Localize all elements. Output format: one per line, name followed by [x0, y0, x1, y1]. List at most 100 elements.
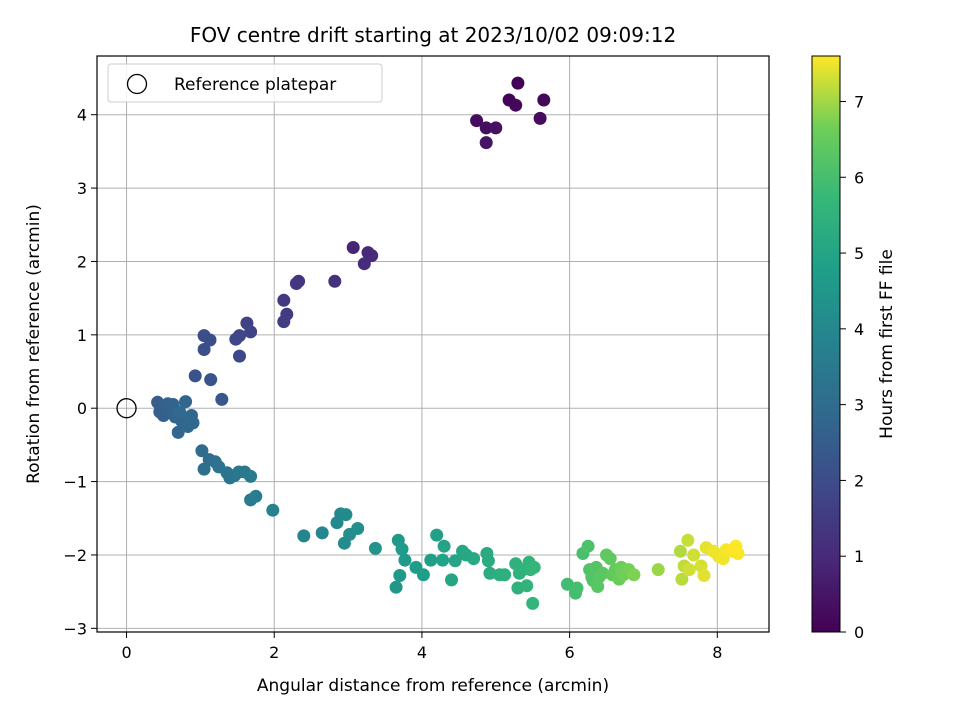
x-tick-label: 8	[712, 643, 722, 662]
data-point	[697, 569, 711, 582]
data-point	[520, 579, 534, 593]
colorbar-tick-label: 5	[854, 244, 864, 263]
legend-entry-reference: Reference platepar	[174, 75, 336, 95]
data-point	[186, 416, 200, 430]
data-point	[297, 529, 311, 543]
data-point	[498, 568, 512, 582]
data-point	[277, 293, 291, 307]
data-point	[675, 572, 689, 586]
y-axis-label: Rotation from reference (arcmin)	[24, 204, 44, 484]
data-point	[315, 526, 329, 540]
data-point	[244, 325, 258, 339]
data-point	[368, 541, 382, 555]
data-point	[596, 566, 610, 580]
data-point	[470, 114, 484, 128]
legend: Reference platepar	[107, 63, 383, 103]
data-point	[195, 444, 209, 458]
grid-lines	[97, 56, 769, 632]
data-point	[171, 425, 185, 439]
data-point	[179, 395, 193, 409]
data-point	[479, 121, 493, 135]
chart-title: FOV centre drift starting at 2023/10/02 …	[190, 23, 676, 47]
data-point	[197, 343, 211, 356]
data-point	[188, 369, 202, 383]
reference-platepar-marker	[116, 398, 137, 419]
colorbar-label: Hours from first FF file	[877, 249, 897, 439]
data-point	[393, 569, 407, 582]
data-point	[173, 405, 187, 419]
data-point	[533, 111, 547, 125]
data-point	[603, 552, 617, 566]
data-point	[215, 392, 229, 406]
data-point	[430, 528, 444, 542]
data-point	[289, 277, 303, 290]
data-point	[389, 580, 403, 594]
colorbar-gradient	[811, 55, 841, 633]
data-point	[229, 332, 243, 346]
data-point	[448, 554, 462, 568]
data-point	[233, 349, 246, 363]
y-tick-label: −3	[63, 619, 87, 638]
data-point	[687, 548, 701, 562]
y-axis-ticks: −3 −2 −1 0 1 2 3 4	[63, 106, 97, 638]
data-point	[339, 508, 353, 522]
data-point	[398, 553, 412, 567]
data-point	[511, 76, 525, 90]
y-tick-label: 2	[77, 252, 87, 271]
y-tick-label: 1	[77, 326, 87, 345]
legend-marker-reference	[126, 73, 148, 95]
colorbar-ticks: 0 1 2 3 4 5 6 7	[840, 92, 864, 642]
x-tick-label: 6	[565, 643, 575, 662]
data-point	[673, 544, 687, 558]
colorbar-tick-label: 6	[854, 168, 864, 187]
data-point	[489, 121, 503, 135]
x-tick-label: 4	[417, 643, 427, 662]
data-point	[203, 333, 217, 347]
data-point	[249, 489, 263, 503]
data-point	[681, 533, 695, 547]
data-point	[651, 563, 665, 577]
data-point	[416, 568, 430, 582]
data-point	[467, 552, 481, 566]
data-point	[328, 274, 342, 288]
plot-frame	[96, 55, 770, 633]
data-point	[527, 560, 541, 574]
data-point	[437, 539, 451, 553]
x-axis-label: Angular distance from reference (arcmin)	[257, 676, 609, 696]
data-point	[682, 563, 696, 577]
data-point	[570, 581, 584, 595]
data-point	[627, 568, 641, 582]
data-point	[424, 553, 438, 567]
legend-box	[107, 63, 383, 103]
x-axis-ticks: 0 2 4 6 8	[121, 632, 722, 662]
data-point	[481, 554, 495, 568]
data-point	[731, 547, 745, 560]
colorbar-tick-label: 2	[854, 471, 864, 490]
y-tick-label: 3	[77, 179, 87, 198]
y-tick-label: 4	[77, 106, 87, 125]
data-point	[346, 241, 360, 254]
data-point	[479, 136, 493, 150]
colorbar: 0 1 2 3 4 5 6 7 Hours from first FF file	[811, 55, 897, 642]
data-point	[197, 462, 211, 476]
y-tick-label: −2	[63, 546, 87, 565]
data-points	[116, 76, 745, 610]
data-point	[445, 573, 458, 587]
y-tick-label: 0	[77, 399, 87, 418]
data-point	[244, 469, 258, 483]
colorbar-tick-label: 0	[854, 623, 864, 642]
data-point	[351, 522, 365, 535]
data-point	[266, 503, 280, 517]
data-point	[581, 539, 595, 553]
data-point	[483, 566, 497, 580]
data-point	[204, 373, 218, 387]
data-point	[509, 98, 523, 112]
data-point	[526, 596, 540, 610]
x-tick-label: 2	[269, 643, 279, 662]
colorbar-tick-label: 3	[854, 396, 864, 415]
colorbar-tick-label: 1	[854, 547, 864, 566]
colorbar-tick-label: 4	[854, 320, 864, 339]
x-tick-label: 0	[121, 643, 131, 662]
colorbar-tick-label: 7	[854, 92, 864, 111]
